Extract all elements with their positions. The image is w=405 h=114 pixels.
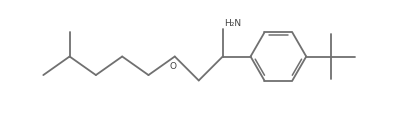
Text: H₂N: H₂N — [224, 19, 241, 28]
Text: O: O — [169, 62, 176, 71]
